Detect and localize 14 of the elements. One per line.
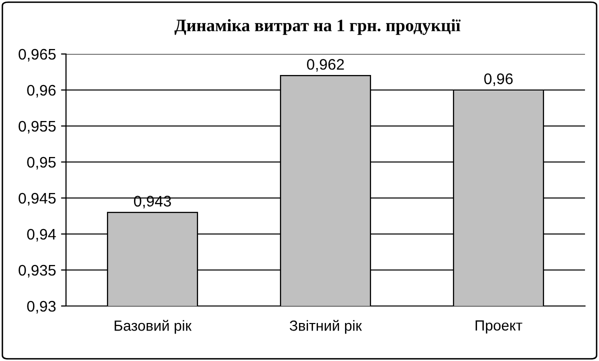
data-label: 0,962 bbox=[306, 58, 344, 72]
y-tick-label: 0,935 bbox=[18, 264, 56, 278]
chart-title: Динаміка витрат на 1 грн. продукції bbox=[174, 19, 461, 35]
y-tick-label: 0,945 bbox=[18, 192, 56, 206]
y-tick-label: 0,955 bbox=[18, 120, 56, 134]
x-tick-label: Проект bbox=[476, 320, 522, 334]
y-tick-label: 0,95 bbox=[27, 156, 56, 170]
x-tick-label: Базовий рік bbox=[114, 320, 192, 334]
data-label: 0,96 bbox=[484, 73, 513, 86]
y-tick-label: 0,965 bbox=[18, 48, 56, 62]
y-tick-label: 0,93 bbox=[27, 300, 56, 314]
y-tick-label: 0,94 bbox=[27, 228, 56, 242]
y-tick-label: 0,96 bbox=[27, 84, 56, 98]
x-tick-label: Звітний рік bbox=[290, 320, 362, 334]
